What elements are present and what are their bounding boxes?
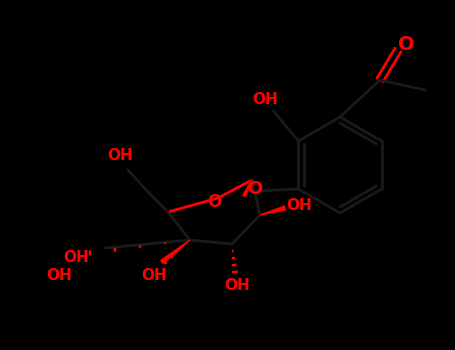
Text: OH: OH [141,268,167,284]
Text: O: O [207,193,221,211]
Text: OH: OH [63,250,89,265]
Polygon shape [260,206,286,215]
Text: OH: OH [46,268,72,284]
Text: OH: OH [107,148,133,163]
Text: OH: OH [224,279,250,294]
Polygon shape [161,240,190,264]
Text: OH: OH [286,198,312,214]
Text: OH: OH [253,91,278,106]
Text: O: O [247,180,262,198]
Text: O: O [398,35,415,54]
Polygon shape [243,180,252,197]
